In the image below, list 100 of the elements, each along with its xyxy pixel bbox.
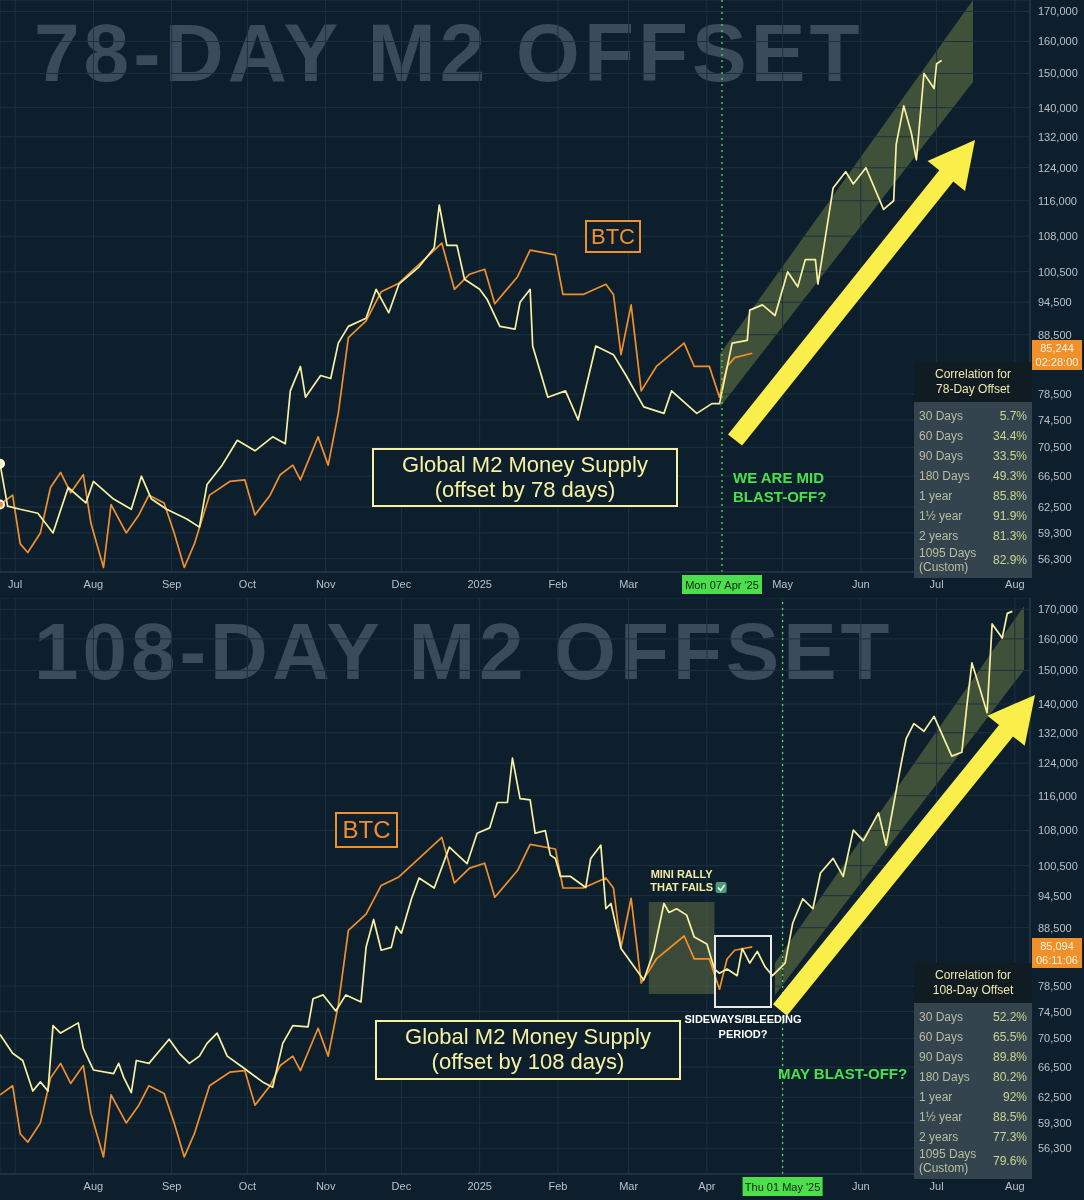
annotation: 65.5% (992, 1030, 1027, 1044)
y-tick-label: 170,000 (1038, 5, 1078, 18)
annotation: 180 Days (919, 1070, 971, 1084)
x-tick-label: Feb (548, 577, 568, 590)
annotation: 1 year (919, 1090, 954, 1104)
annotation: 1095 Days (Custom) (919, 546, 978, 574)
annotation: 60 Days (919, 429, 965, 443)
annotation: 91.9% (992, 509, 1027, 523)
annotation: 30 Days (919, 409, 965, 423)
y-tick-label: 140,000 (1038, 101, 1078, 114)
y-tick-label: 66,500 (1038, 1060, 1072, 1073)
y-tick-label: 160,000 (1038, 632, 1078, 645)
annotation: 88.5% (992, 1110, 1027, 1124)
annotation: MAY BLAST-OFF? (778, 1065, 908, 1082)
y-tick-label: 56,300 (1038, 552, 1072, 565)
ref-line-label: Mon 07 Apr '25 (685, 578, 759, 591)
x-tick-label: Nov (315, 577, 336, 590)
y-tick-label: 150,000 (1038, 664, 1078, 677)
y-tick-label: 74,500 (1038, 413, 1072, 426)
x-tick-label: Aug (1005, 577, 1025, 590)
x-tick-label: Jul (929, 577, 944, 590)
y-tick-label: 88,500 (1038, 328, 1072, 341)
x-tick-label: Mar (619, 1179, 639, 1192)
x-tick-label: Feb (548, 1179, 568, 1192)
x-tick-label: Oct (238, 577, 256, 590)
text: Correlation for 108-Day Offset (931, 968, 1015, 998)
y-tick-label: 74,500 (1038, 1005, 1072, 1018)
text: 85,244 (1039, 341, 1075, 355)
annotation: 90 Days (919, 449, 965, 463)
x-tick-label: Sep (161, 577, 182, 590)
annotation: 30 Days (919, 1010, 965, 1024)
x-tick-label: Jun (851, 577, 870, 590)
annotation: 2 years (919, 1130, 960, 1144)
series-label: BTC (585, 220, 641, 253)
text: Correlation for 78-Day Offset (934, 367, 1012, 397)
text: Global M2 Money Supply (offset by 108 days) (375, 1020, 681, 1080)
x-tick-label: Dec (391, 1179, 412, 1192)
x-tick-label: Aug (83, 577, 104, 590)
x-tick-label: Nov (315, 1179, 336, 1192)
annotation: 92% (1002, 1090, 1027, 1104)
y-tick-label: 170,000 (1038, 603, 1078, 616)
y-tick-label: 59,300 (1038, 1116, 1072, 1129)
annotation: WE ARE MID BLAST-OFF? (733, 468, 828, 506)
y-tick-label: 59,300 (1038, 526, 1072, 539)
x-tick-label: Jul (929, 1179, 944, 1192)
ref-line-label: Thu 01 May '25 (744, 1180, 821, 1193)
band-label: MINI RALLY THAT FAILS (650, 868, 714, 893)
x-tick-label: Dec (391, 577, 412, 590)
series-label: BTC (335, 812, 398, 848)
x-tick-label: Aug (83, 1179, 104, 1192)
annotation: 1½ year (919, 1110, 964, 1124)
x-tick-label: 2025 (467, 577, 492, 590)
y-tick-label: 124,000 (1038, 757, 1078, 770)
annotation: 82.9% (992, 553, 1027, 567)
y-tick-label: 62,500 (1038, 500, 1072, 513)
annotation: 85.8% (992, 489, 1027, 503)
y-tick-label: 132,000 (1038, 130, 1078, 143)
y-tick-label: 88,500 (1038, 921, 1072, 934)
y-tick-label: 132,000 (1038, 726, 1078, 739)
y-tick-label: 160,000 (1038, 35, 1078, 48)
y-tick-label: 116,000 (1038, 789, 1077, 802)
annotation: 80.2% (992, 1070, 1027, 1084)
annotation: SIDEWAYS/BLEEDING PERIOD? (683, 1012, 803, 1042)
y-tick-label: 70,500 (1038, 441, 1072, 454)
annotation: 2 years (919, 529, 960, 543)
text: 85,094 (1039, 939, 1075, 953)
y-tick-label: 78,500 (1038, 387, 1072, 400)
annotation: 81.3% (992, 529, 1027, 543)
text: 06:11:06 (1035, 953, 1079, 967)
annotation: 5.7% (999, 409, 1027, 423)
annotation: 90 Days (919, 1050, 965, 1064)
annotation: 60 Days (919, 1030, 965, 1044)
y-tick-label: 62,500 (1038, 1091, 1072, 1104)
annotation: 52.2% (992, 1010, 1027, 1024)
y-tick-label: 116,000 (1038, 194, 1077, 207)
annotation: 89.8% (992, 1050, 1027, 1064)
x-tick-label: Jun (851, 1179, 870, 1192)
annotation: 1 year (919, 489, 954, 503)
x-tick-label: Aug (1005, 1179, 1025, 1192)
y-tick-label: 124,000 (1038, 161, 1078, 174)
annotation: 77.3% (992, 1130, 1027, 1144)
y-tick-label: 140,000 (1038, 697, 1078, 710)
text: 02:28:00 (1034, 355, 1080, 369)
annotation: 49.3% (992, 469, 1027, 483)
x-tick-label: 2025 (467, 1179, 492, 1192)
y-tick-label: 56,300 (1038, 1142, 1072, 1155)
series-label: Global M2 Money Supply (offset by 78 days) (372, 448, 678, 507)
annotation: 1095 Days (Custom) (919, 1147, 978, 1175)
x-tick-label: Oct (238, 1179, 256, 1192)
y-tick-label: 94,500 (1038, 296, 1072, 309)
annotation: 79.6% (992, 1154, 1027, 1168)
y-tick-label: 100,500 (1038, 859, 1078, 872)
y-tick-label: 108,000 (1038, 230, 1078, 243)
y-tick-label: 108,000 (1038, 824, 1078, 837)
x-tick-label: May (772, 577, 794, 590)
y-tick-label: 100,500 (1038, 265, 1078, 278)
y-tick-label: 70,500 (1038, 1032, 1072, 1045)
annotation: 1½ year (919, 509, 964, 523)
y-tick-label: 150,000 (1038, 67, 1078, 80)
y-tick-label: 94,500 (1038, 889, 1072, 902)
